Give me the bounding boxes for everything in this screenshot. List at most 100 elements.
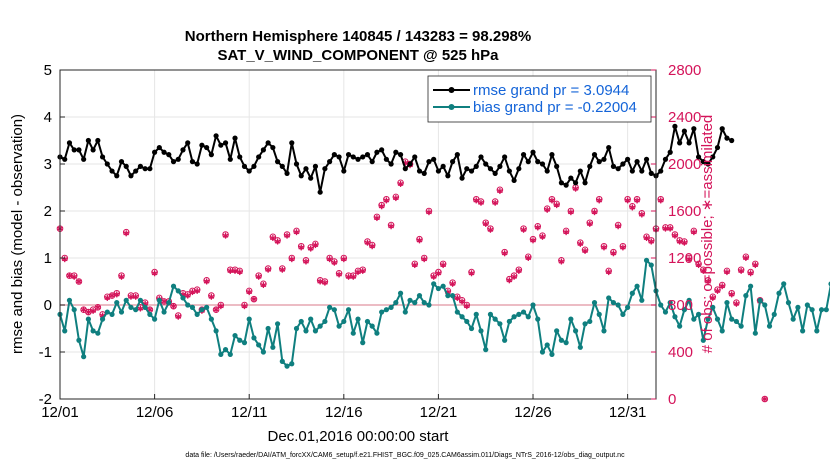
- obs-assimilated-point: [719, 283, 726, 290]
- bias-point: [123, 297, 129, 303]
- bias-point: [445, 293, 451, 299]
- y-right-tick-label: 0: [668, 391, 676, 408]
- obs-assimilated-point: [558, 258, 565, 265]
- bias-point: [204, 304, 210, 310]
- rmse-point: [312, 163, 319, 169]
- rmse-point: [317, 189, 323, 195]
- obs-assimilated-point: [511, 273, 518, 280]
- obs-assimilated-point: [184, 292, 191, 299]
- bias-point: [743, 293, 749, 299]
- obs-assimilated-point: [326, 256, 333, 263]
- bias-point: [525, 314, 531, 320]
- bias-point: [776, 290, 782, 296]
- rmse-point: [487, 166, 494, 172]
- bias-point: [416, 293, 423, 299]
- y-tick-label: 4: [44, 109, 52, 126]
- bias-point: [558, 337, 564, 343]
- bias-point: [610, 300, 617, 306]
- bias-point: [539, 349, 546, 355]
- rmse-point: [241, 163, 248, 169]
- bias-point: [677, 323, 683, 329]
- rmse-point: [62, 156, 68, 162]
- rmse-point: [166, 152, 172, 158]
- bias-point: [814, 328, 820, 334]
- rmse-point: [681, 128, 687, 134]
- obs-assimilated-point: [288, 256, 295, 263]
- rmse-point: [435, 168, 442, 174]
- bias-point: [582, 321, 588, 327]
- bias-point: [733, 318, 740, 325]
- bias-point: [468, 325, 475, 332]
- obs-assimilated-point: [373, 215, 380, 222]
- legend-bias-label: bias grand pr = -0.22004: [473, 99, 637, 116]
- obs-assimilated-point: [549, 197, 555, 204]
- bias-point: [483, 347, 489, 353]
- bias-point: [681, 307, 687, 313]
- rmse-point: [591, 152, 598, 158]
- rmse-point: [341, 168, 347, 174]
- axis-ticks: 12/01 12/06 12/11 12/16 12/21 12/26 12/31 -2 -1 0…: [39, 62, 702, 421]
- rmse-point: [710, 154, 716, 160]
- rmse-point: [199, 142, 205, 148]
- obs-assimilated-point: [227, 267, 234, 274]
- rmse-point: [520, 152, 527, 158]
- bias-point: [142, 304, 148, 310]
- rmse-point: [104, 161, 110, 167]
- y-tick-label: 2: [44, 203, 52, 220]
- bias-point: [256, 342, 262, 348]
- bias-point: [686, 297, 692, 303]
- rmse-point: [208, 152, 214, 158]
- obs-assimilated-point: [317, 278, 324, 285]
- bias-point: [260, 349, 266, 355]
- rmse-point: [606, 144, 612, 151]
- obs-assimilated-point: [487, 226, 494, 233]
- bias-point: [99, 316, 106, 322]
- obs-assimilated-point: [312, 242, 319, 249]
- x-tick-label: 12/06: [136, 404, 174, 421]
- rmse-point: [237, 154, 243, 160]
- obs-assimilated-point: [364, 239, 371, 246]
- y-tick-label: -1: [39, 344, 52, 361]
- obs-assimilated-point: [615, 223, 622, 230]
- obs-assimilated-point: [496, 188, 503, 195]
- rmse-point: [554, 163, 560, 169]
- obs-assimilated-point: [572, 185, 579, 192]
- obs-assimilated-point: [369, 243, 376, 250]
- obs-assimilated-point: [440, 262, 447, 269]
- obs-assimilated-point: [128, 293, 134, 300]
- bias-point: [724, 300, 730, 306]
- obs-assimilated-point: [118, 273, 125, 280]
- obs-assimilated-point: [577, 240, 584, 247]
- obs-assimilated-point: [724, 269, 730, 276]
- obs-assimilated-point: [681, 239, 688, 246]
- obs-assimilated-point: [530, 237, 536, 244]
- obs-assimilated-point: [586, 220, 593, 227]
- bias-point: [166, 300, 172, 306]
- x-tick-label: 12/01: [41, 404, 79, 421]
- rmse-point: [284, 170, 290, 176]
- obs-assimilated-point: [222, 232, 229, 239]
- obs-assimilated-point: [80, 306, 87, 313]
- bias-point: [596, 311, 602, 317]
- rmse-point: [185, 140, 191, 146]
- rmse-point: [634, 159, 640, 165]
- obs-assimilated-point: [563, 229, 570, 236]
- obs-assimilated-point: [459, 298, 465, 305]
- obs-assimilated-point: [113, 291, 120, 298]
- obs-assimilated-point: [397, 180, 404, 187]
- obs-assimilated-point: [648, 238, 655, 245]
- bias-point: [360, 340, 366, 346]
- obs-assimilated-point: [251, 296, 257, 303]
- bias-point: [293, 325, 300, 332]
- rmse-point: [260, 147, 266, 153]
- bias-point: [137, 297, 144, 303]
- rmse-point: [658, 168, 664, 174]
- rmse-point: [625, 156, 631, 162]
- obs-assimilated-point: [695, 262, 702, 269]
- rmse-point: [502, 154, 508, 160]
- bias-point: [227, 351, 233, 357]
- rmse-point: [568, 175, 574, 181]
- bias-point: [114, 300, 120, 306]
- rmse-point: [161, 149, 167, 155]
